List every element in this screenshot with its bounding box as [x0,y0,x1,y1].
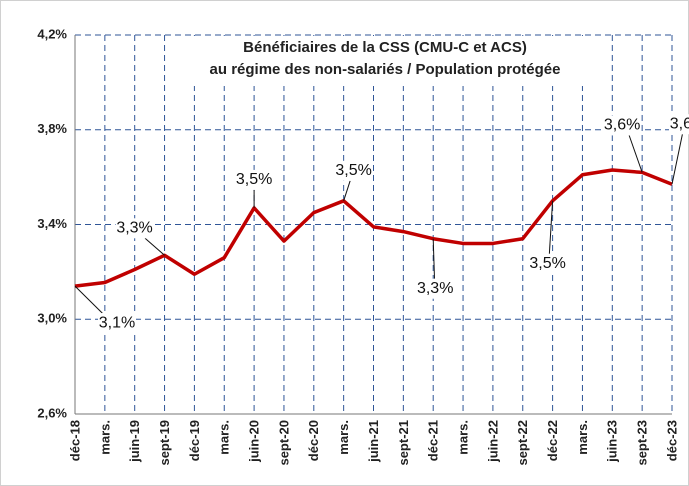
line-series [74,168,673,288]
label-backdrop [334,160,373,181]
chart-title: au régime des non-salariés / Population … [210,61,561,78]
label-backdrop [528,253,567,274]
x-tick-label: déc-20 [306,420,321,461]
label-backdrop [416,278,455,299]
x-tick-label: mars. [97,420,112,455]
chart-title: Bénéficiaires de la CSS (CMU-C et ACS) [243,39,527,56]
data-label: 3,6% [670,115,689,132]
y-tick-label: 4,2% [37,26,67,41]
data-label: 3,1% [99,314,135,331]
x-tick-label: juin-21 [366,420,381,463]
data-label: 3,6% [604,117,640,134]
x-tick-label: déc-23 [664,420,679,461]
x-tick-label: sept-20 [276,420,291,466]
x-tick-label: mars. [455,420,470,455]
x-tick-label: juin-23 [605,420,620,463]
label-leader [671,134,683,185]
x-tick-label: mars. [575,420,590,455]
label-backdrop [235,169,274,190]
label-leader [74,285,103,314]
data-label: 3,5% [335,162,371,179]
x-tick-label: juin-22 [485,420,500,463]
x-tick-label: déc-21 [426,420,441,461]
x-tick-label: sept-19 [157,420,172,466]
data-label: 3,5% [529,255,565,272]
label-backdrop [603,115,642,136]
label-leader [343,180,351,201]
x-tick-label: mars. [217,420,232,455]
x-tick-label: sept-21 [396,420,411,466]
x-tick-label: sept-22 [515,420,530,466]
data-label: 3,3% [417,280,453,297]
x-tick-label: déc-22 [545,420,560,461]
label-leader [548,200,554,254]
x-tick-label: juin-20 [247,420,262,463]
data-label: 3,5% [236,171,272,188]
x-tick-label: mars. [336,420,351,455]
label-backdrop [98,313,136,334]
x-tick-label: déc-19 [187,420,202,461]
label-leader [432,238,435,279]
x-tick-label: juin-19 [127,420,142,463]
y-tick-label: 2,6% [37,405,67,420]
label-backdrop [669,114,689,135]
x-tick-label: sept-23 [635,420,650,466]
y-tick-label: 3,4% [37,216,67,231]
label-leader [628,135,643,173]
x-tick-label: déc-18 [67,420,82,461]
label-backdrop [115,218,154,239]
title-backdrop [180,36,590,86]
label-leader [144,237,165,256]
y-tick-label: 3,0% [37,311,67,326]
data-label: 3,3% [116,220,152,237]
y-tick-label: 3,8% [37,121,67,136]
